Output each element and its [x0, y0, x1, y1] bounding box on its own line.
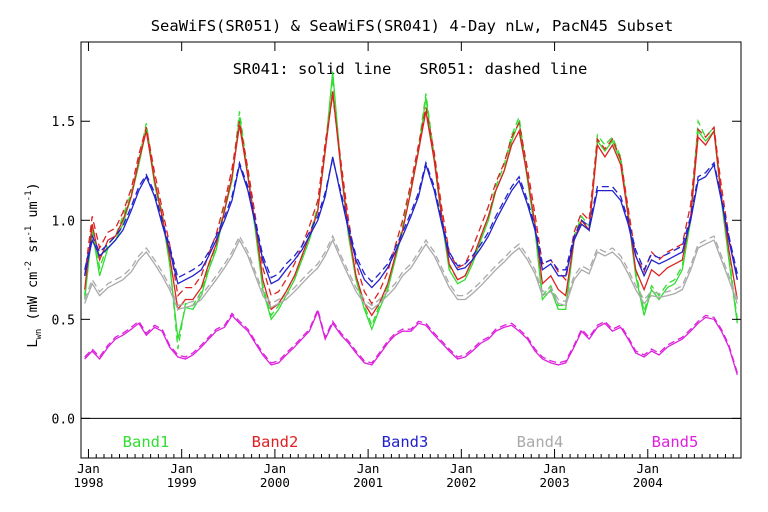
- y-label-units: (mW cm: [25, 272, 41, 321]
- plot-area: [81, 71, 741, 419]
- axes: 0.00.51.01.5Jan1998Jan1999Jan2000Jan2001…: [52, 41, 742, 490]
- y-label-exp3: -1: [24, 190, 34, 201]
- x-tick-month-label: Jan: [357, 461, 380, 476]
- y-label-close: ): [25, 182, 41, 190]
- y-tick-label: 1.0: [52, 214, 75, 229]
- legend-band4: Band4: [517, 433, 564, 451]
- band4-sr051-dashed-line: [84, 234, 738, 307]
- legend-band3: Band3: [382, 433, 429, 451]
- chart-subtitle: SR041: solid line SR051: dashed line: [233, 60, 588, 78]
- legend-band5: Band5: [652, 433, 699, 451]
- x-tick-year-label: 2004: [633, 475, 663, 490]
- x-tick-year-label: 2001: [353, 475, 383, 490]
- y-label-exp1: -2: [24, 261, 34, 272]
- legend-band1: Band1: [123, 433, 170, 451]
- svg-text:Lwn (mW cm-2 sr-1 um-1): Lwn (mW cm-2 sr-1 um-1): [24, 182, 44, 347]
- plot-frame: [80, 41, 742, 459]
- band3-sr041-solid-line: [84, 156, 738, 289]
- band2-sr051-dashed-line: [84, 95, 738, 305]
- x-tick-month-label: Jan: [170, 461, 193, 476]
- y-label-main: L: [25, 340, 41, 348]
- y-label-sub: wn: [34, 329, 44, 340]
- y-label-exp2: -1: [24, 226, 34, 237]
- x-tick-month-label: Jan: [543, 461, 566, 476]
- y-label-um: um: [25, 201, 41, 225]
- x-tick-month-label: Jan: [77, 461, 100, 476]
- band3-sr051-dashed-line: [84, 158, 738, 283]
- x-tick-month-label: Jan: [264, 461, 287, 476]
- x-tick-year-label: 1998: [73, 475, 103, 490]
- x-tick-month-label: Jan: [636, 461, 659, 476]
- y-tick-label: 1.5: [52, 115, 75, 130]
- x-tick-year-label: 2003: [540, 475, 570, 490]
- chart-title: SeaWiFS(SR051) & SeaWiFS(SR041) 4-Day nL…: [151, 17, 674, 35]
- band4-sr041-solid-line: [84, 238, 738, 311]
- band5-sr041-solid-line: [84, 309, 738, 375]
- band5-sr051-dashed-line: [84, 307, 738, 373]
- y-label-sr: sr: [25, 237, 41, 261]
- legend-band2: Band2: [252, 433, 299, 451]
- band2-sr041-solid-line: [84, 91, 738, 317]
- x-tick-year-label: 2002: [446, 475, 476, 490]
- x-tick-year-label: 2000: [260, 475, 290, 490]
- y-axis-label: Lwn (mW cm-2 sr-1 um-1): [24, 182, 44, 347]
- y-tick-label: 0.0: [52, 412, 75, 427]
- x-tick-month-label: Jan: [450, 461, 473, 476]
- x-tick-year-label: 1999: [167, 475, 197, 490]
- y-tick-label: 0.5: [52, 313, 75, 328]
- legend: Band1 Band2 Band3 Band4 Band5: [123, 433, 699, 451]
